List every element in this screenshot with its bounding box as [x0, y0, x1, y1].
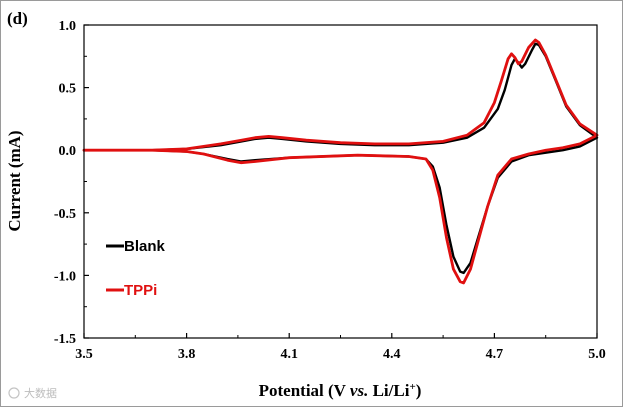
legend-label-blank: Blank [124, 238, 166, 255]
y-tick-label: -1.0 [54, 269, 76, 284]
x-axis-title: Potential (V vs. Li/Li+) [259, 381, 422, 400]
y-tick-label: 0.0 [59, 144, 77, 159]
y-tick-label: -0.5 [54, 207, 76, 222]
watermark-icon [8, 387, 20, 399]
panel-label: (d) [7, 9, 28, 28]
y-axis-title: Current (mA) [5, 130, 24, 231]
x-tick-label: 3.8 [178, 347, 196, 362]
x-tick-label: 4.1 [280, 347, 298, 362]
y-tick-label: 1.0 [59, 19, 77, 34]
x-axis-ticks: 3.5 3.8 4.1 4.4 4.7 5.0 [75, 333, 606, 362]
x-axis-title-part-1: Potential (V [259, 381, 350, 400]
x-axis-title-superscript: + [409, 381, 415, 393]
x-tick-label: 4.7 [486, 347, 504, 362]
x-tick-label: 5.0 [588, 347, 606, 362]
x-axis-title-part-3: ) [416, 381, 422, 400]
x-axis-title-vs: vs. [350, 381, 368, 400]
y-tick-label: 0.5 [59, 82, 77, 97]
y-tick-label: -1.5 [54, 332, 76, 347]
series-layer [82, 38, 599, 285]
series-line-tppi [82, 38, 599, 285]
legend: Blank TPPi [106, 238, 166, 299]
y-axis-ticks: -1.5 -1.0 -0.5 0.0 0.5 1.0 [54, 19, 89, 347]
watermark-text: 大数据 [24, 386, 57, 400]
plot-area-frame [83, 24, 598, 339]
watermark: 大数据 [8, 386, 57, 400]
x-tick-label: 4.4 [383, 347, 401, 362]
x-tick-label: 3.5 [75, 347, 93, 362]
legend-label-tppi: TPPi [124, 282, 157, 299]
x-axis-title-part-2: Li/Li [368, 381, 409, 400]
